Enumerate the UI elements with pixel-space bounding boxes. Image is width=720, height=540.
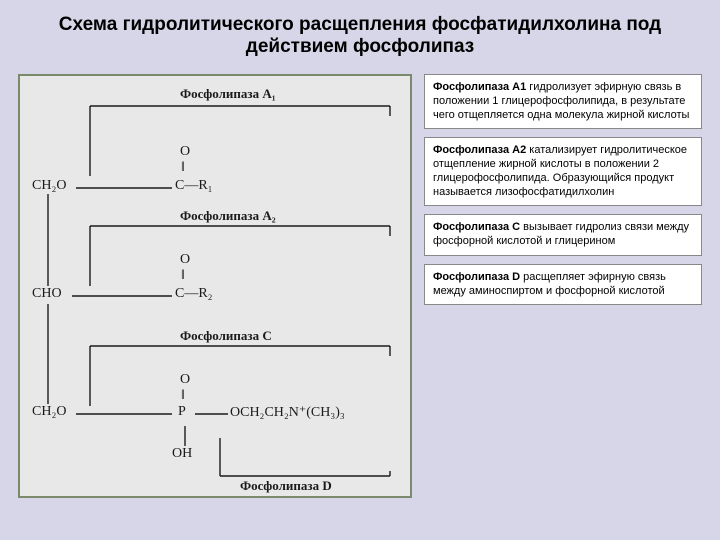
card-a1-bold: Фосфолипаза А1	[433, 81, 526, 93]
chem-cr2: C—R₂	[175, 286, 213, 302]
chem-cr1: C—R₁	[175, 178, 213, 194]
chem-o2: O	[180, 252, 190, 268]
chem-dbond1: ‖	[181, 160, 185, 176]
page-title: Схема гидролитического расщепления фосфа…	[0, 0, 720, 66]
label-c: Фосфолипаза С	[180, 328, 272, 344]
diagram-lines	[20, 76, 410, 496]
chem-o1: O	[180, 144, 190, 160]
card-a2-bold: Фосфолипаза А2	[433, 144, 526, 156]
card-c: Фосфолипаза С вызывает гидролиз связи ме…	[424, 214, 702, 256]
chem-cho: CHO	[32, 286, 62, 302]
reaction-diagram: Фосфолипаза А₁ Фосфолипаза А₂ Фосфолипаз…	[18, 74, 412, 498]
card-d-bold: Фосфолипаза D	[433, 271, 520, 283]
card-c-bold: Фосфолипаза С	[433, 221, 520, 233]
card-d: Фосфолипаза D расщепляет эфирную связь м…	[424, 264, 702, 306]
chem-o3: O	[180, 372, 190, 388]
chem-och2: OCH₂CH₂N⁺(CH₃)₃	[230, 404, 345, 421]
content-row: Фосфолипаза А₁ Фосфолипаза А₂ Фосфолипаз…	[0, 66, 720, 498]
chem-dbond3: ‖	[181, 388, 185, 404]
card-a2: Фосфолипаза А2 катализирует гидролитичес…	[424, 137, 702, 206]
sidebar: Фосфолипаза А1 гидролизует эфирную связь…	[424, 74, 702, 498]
chem-ch2o-top: CH₂O	[32, 178, 66, 194]
chem-ch2o-bot: CH₂O	[32, 404, 66, 420]
chem-dbond2: ‖	[181, 268, 185, 284]
card-a1: Фосфолипаза А1 гидролизует эфирную связь…	[424, 74, 702, 129]
chem-oh: OH	[172, 446, 192, 462]
chem-p: P	[178, 404, 186, 420]
label-a2: Фосфолипаза А₂	[180, 208, 276, 224]
label-a1: Фосфолипаза А₁	[180, 86, 276, 102]
label-d: Фосфолипаза D	[240, 478, 332, 494]
